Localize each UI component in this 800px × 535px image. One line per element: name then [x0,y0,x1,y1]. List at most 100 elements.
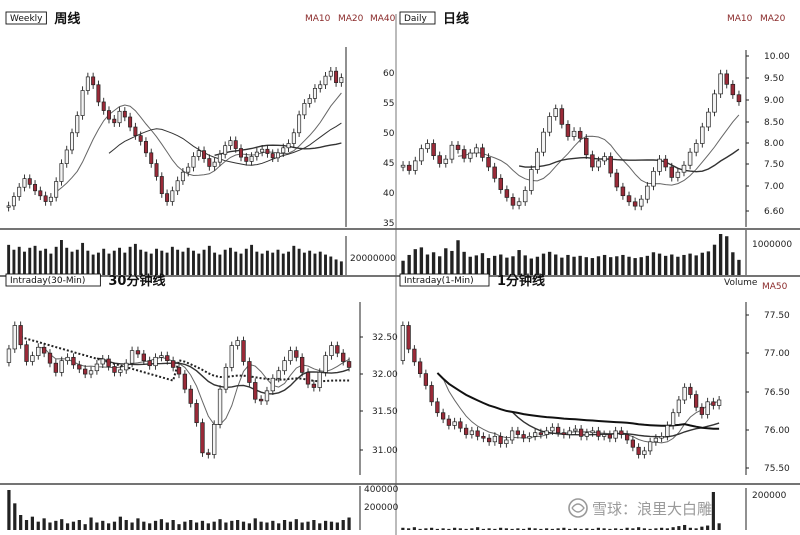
candle-body [328,70,333,77]
candle-body [129,350,135,364]
candle-body [147,360,152,367]
candle-body [118,369,123,373]
volume-bar [306,521,310,530]
y-tick-label: 75.50 [764,464,790,474]
volume-bar [694,255,698,275]
candle-body [676,399,682,414]
candle-body [626,195,632,203]
candle-body [561,432,567,435]
volume-tick-label: 1000000 [752,240,792,250]
volume-bar [86,250,90,275]
candle-body [312,88,317,99]
candle-body [521,434,526,439]
volume-bar [407,254,411,275]
volume-bar [438,256,442,275]
snowball-logo-icon [568,498,588,518]
candle-body [687,151,693,166]
candle-body [229,345,234,368]
candle-body [317,372,322,388]
candle-body [36,346,41,356]
volume-bar [265,250,269,275]
volume-bar [202,249,206,275]
volume-bar [136,518,140,530]
candle-body [270,153,275,159]
candle-body [180,171,185,182]
panel-badge: Weekly [10,14,43,24]
candle-body [22,178,27,188]
volume-bar [89,517,93,530]
candle-body [305,372,311,385]
candle-body [467,152,473,159]
volume-bar [277,523,281,530]
candle-body [53,362,59,373]
candle-body [669,166,675,178]
candle-body [241,340,246,362]
candle-body [253,382,258,400]
candle-body [647,441,653,452]
volume-bar [470,528,474,530]
volume-bar [462,251,466,275]
volume-bar [474,255,479,275]
candle-body [138,135,143,142]
volume-bar [568,528,572,530]
volume-bar [573,528,577,530]
volume-bar [545,528,549,530]
volume-bar [170,246,174,275]
volume-bar [148,523,152,530]
volume-bar [717,523,721,530]
volume-bar [476,527,480,530]
candle-body [94,363,100,372]
ma-line [457,114,740,186]
candle-body [529,169,534,191]
candle-body [341,352,346,362]
volume-bar [481,528,485,530]
candle-body [716,399,722,406]
volume-bar [271,252,275,275]
volume-bar [234,251,238,275]
watermark-text: 雪球：浪里大白雕 [592,500,712,518]
volume-bar [627,256,631,275]
volume-bar [197,253,201,275]
candle-body [265,148,270,154]
volume-bar [12,249,16,275]
candle-body [510,197,516,206]
volume-bar [107,523,111,530]
volume-bar [341,520,345,530]
candle-body [535,151,540,170]
candle-body [276,370,281,379]
volume-bar [265,522,269,530]
volume-bar [224,522,228,530]
candle-body [638,198,644,207]
volume-bar [425,254,430,275]
ma-label: MA20 [760,14,786,24]
candle-body [128,116,133,128]
panel-title: 日线 [443,11,469,27]
candle-body [297,114,302,134]
y-tick-label: 35 [383,219,394,229]
volume-bar [706,251,711,275]
volume-bar [13,503,17,530]
candle-body [264,390,270,402]
panel-title: 30分钟线 [108,273,165,289]
volume-bar [65,523,70,530]
candle-body [239,148,244,158]
candle-body [112,366,117,373]
volume-bar [259,521,263,530]
y-tick-label: 32.50 [372,333,398,343]
candle-body [577,130,583,139]
volume-bar [95,522,99,530]
candle-body [693,394,699,408]
volume-bar [189,520,193,530]
candle-body [24,344,29,362]
volume-bar [468,256,472,275]
volume-bar [584,257,588,275]
candle-body [175,180,180,192]
volume-bar [297,248,301,275]
volume-bar [255,251,259,275]
candle-body [711,401,716,406]
volume-bar [339,261,343,275]
volume-bar [329,521,334,530]
volume-bar [718,234,723,275]
volume-bar [579,528,583,530]
volume-bar [244,248,248,275]
